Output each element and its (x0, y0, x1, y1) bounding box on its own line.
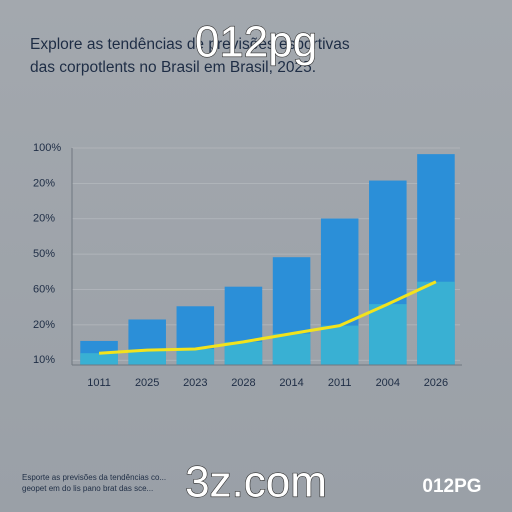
watermark: 012pg (195, 18, 317, 67)
footer-text: Esporte as previsões da tendências co... (22, 473, 166, 482)
bar-lower (369, 304, 407, 365)
x-tick-label: 2025 (135, 377, 159, 389)
footer-site: 3z.com (185, 458, 327, 507)
y-tick-label: 20% (33, 213, 55, 225)
x-tick-label: 2028 (231, 377, 255, 389)
x-tick-label: 2023 (183, 377, 207, 389)
y-tick-label: 60% (33, 283, 55, 295)
bar-lower (128, 350, 166, 365)
bar-lower (80, 353, 118, 365)
x-tick-label: 1011 (87, 377, 111, 389)
y-tick-label: 10% (33, 354, 55, 366)
y-tick-label: 50% (33, 248, 55, 260)
bar-lower (224, 341, 263, 365)
y-tick-label: 20% (33, 319, 55, 331)
trend-line (98, 280, 437, 355)
footer-brand: 012PG (422, 476, 481, 497)
x-tick-label: 2011 (328, 377, 352, 389)
bar-lower (272, 333, 311, 365)
footer-text: geopet em do lis pano brat das sce... (22, 484, 153, 493)
title-line: Explore as tendências de previsões espor… (30, 36, 350, 53)
x-tick-label: 2026 (424, 377, 448, 389)
bar-lower (320, 325, 359, 365)
y-tick-label: 100% (33, 142, 61, 154)
y-tick-label: 20% (33, 177, 55, 189)
bar-lower (417, 281, 455, 365)
plot: 100% 20% 20% 50% 60% 20% 10% 1011 2025 2023 2028 20… (33, 142, 460, 389)
x-tick-label: 2014 (279, 377, 303, 389)
bar-lower (176, 348, 215, 365)
x-tick-label: 2004 (376, 377, 400, 389)
title-line: das corpotlents no Brasil em Brasil, 202… (30, 59, 316, 76)
